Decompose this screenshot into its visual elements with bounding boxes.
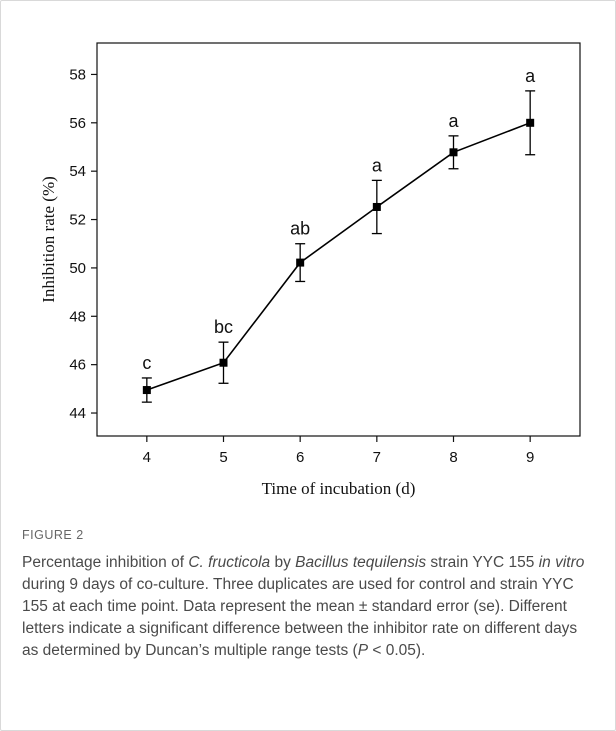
caption-segment: by [270,554,296,571]
y-tick-label: 48 [69,308,86,325]
caption-segment: in vitro [538,554,585,571]
data-point [372,202,381,211]
x-axis: 4 5 6 7 8 9 [143,436,534,466]
y-tick-label: 52 [69,212,86,229]
plot-frame [96,42,581,437]
caption-segment: strain YYC 155 [426,554,539,571]
significance-letter: c [142,353,151,373]
figure-label: FIGURE 2 [22,528,84,542]
x-tick-label: 6 [296,449,304,466]
caption-segment: Percentage inhibition of [22,554,189,571]
significance-letter: ab [290,219,310,239]
caption-segment: P [357,642,369,659]
x-tick-label: 7 [373,449,381,466]
data-point [296,258,305,267]
y-tick-label: 50 [69,260,86,277]
y-tick-label: 46 [69,357,86,374]
x-axis-title: Time of incubation (d) [262,479,416,498]
data-point [142,386,151,395]
caption-segment: Bacillus tequilensis [295,554,427,571]
caption-segment: during 9 days of co-culture. Three dupli… [22,576,578,659]
data-point [526,118,535,127]
x-tick-label: 5 [219,449,227,466]
x-tick-label: 4 [143,449,151,466]
significance-letter: a [525,66,536,86]
y-tick-label: 54 [69,163,86,180]
caption-text: Percentage inhibition of C. fructicola b… [22,552,594,662]
caption-segment: < 0.05). [368,642,426,659]
series-line [146,122,531,391]
significance-letter: a [448,111,459,131]
significance-letter: bc [214,317,233,337]
figure-caption: FIGURE 2 Percentage inhibition of C. fru… [22,528,594,662]
y-tick-label: 58 [69,66,86,83]
x-tick-label: 8 [449,449,457,466]
y-axis: 44 46 48 50 52 54 56 58 [69,66,97,422]
y-axis-title: Inhibition rate (%) [39,176,58,303]
x-tick-label: 9 [526,449,534,466]
significance-letter: a [372,155,383,175]
y-tick-label: 44 [69,405,86,422]
y-tick-label: 56 [69,115,86,132]
data-point [449,148,458,157]
data-point [219,358,228,367]
series-layer: c bc ab a a a [141,66,536,403]
caption-segment: C. fructicola [188,554,271,571]
